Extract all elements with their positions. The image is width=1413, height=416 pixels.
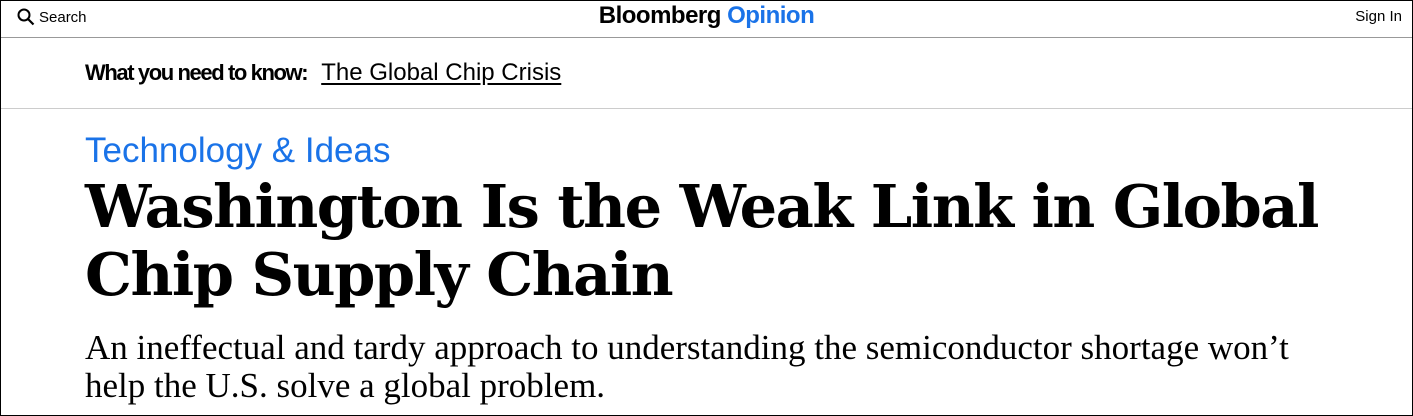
top-bar: Search Bloomberg Opinion Sign In: [1, 1, 1412, 38]
brand-sub: Opinion: [727, 2, 815, 29]
sign-in[interactable]: Sign In: [1355, 8, 1402, 25]
banner-link[interactable]: The Global Chip Crisis: [321, 59, 562, 86]
banner: What you need to know: The Global Chip C…: [1, 38, 1412, 109]
search-label: Search: [39, 8, 87, 26]
brand: Bloomberg: [598, 2, 722, 29]
headline: Washington Is the Weak Link in Global Ch…: [85, 172, 1319, 309]
section-link[interactable]: Technology & Ideas: [85, 131, 391, 170]
search-icon: [17, 8, 35, 26]
banner-label: What you need to know:: [85, 60, 309, 85]
search-button[interactable]: Search: [17, 8, 87, 26]
logo[interactable]: Bloomberg Opinion: [1, 1, 1412, 31]
dek: An ineffectual and tardy approach to und…: [85, 328, 1289, 405]
